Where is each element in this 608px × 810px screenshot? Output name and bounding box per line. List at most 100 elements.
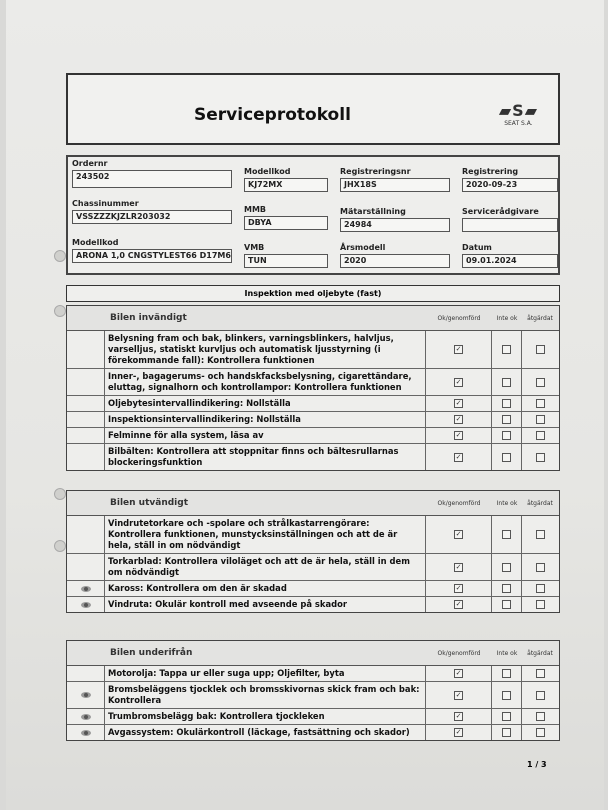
page-number: 1 / 3 <box>527 760 547 769</box>
ok-checkbox[interactable]: ✓ <box>454 562 463 572</box>
icon-cell <box>67 516 105 553</box>
col-ok: Ok/genomförd <box>437 314 481 322</box>
item-text: Bromsbeläggens tjocklek och bromsskivorn… <box>105 682 426 708</box>
col-ok: Ok/genomförd <box>437 499 481 507</box>
vehicle-info: Ordernr 243502 Modellkod KJ72MX Registreri… <box>66 155 560 275</box>
inte_ok-checkbox[interactable] <box>502 690 511 700</box>
icon-cell <box>67 428 105 443</box>
atgardat-cell <box>522 581 558 596</box>
inte_ok-cell <box>492 666 522 681</box>
atgardat-checkbox[interactable] <box>535 600 545 609</box>
punch-hole <box>54 305 66 317</box>
inte_ok-checkbox[interactable] <box>502 600 511 609</box>
label: Chassinummer <box>72 199 139 208</box>
registrering-field: Registrering 2020-09-23 <box>462 167 558 192</box>
inte_ok-cell <box>492 331 522 368</box>
inte_ok-cell <box>492 597 522 612</box>
ok-checkbox[interactable]: ✓ <box>454 399 463 408</box>
ok-checkbox[interactable]: ✓ <box>454 415 463 424</box>
eye-icon <box>80 585 91 592</box>
inte_ok-checkbox[interactable] <box>502 399 511 408</box>
ok-checkbox[interactable]: ✓ <box>454 530 463 539</box>
atgardat-checkbox[interactable] <box>535 377 545 387</box>
atgardat-checkbox[interactable] <box>535 431 545 440</box>
value: TUN <box>244 254 328 268</box>
icon-cell <box>67 554 105 580</box>
serviceradgivare-field: Servicerådgivare <box>462 207 558 232</box>
atgardat-checkbox[interactable] <box>535 452 545 462</box>
col-atgardat: åtgärdat <box>527 314 553 322</box>
icon-cell <box>67 581 105 596</box>
ok-checkbox[interactable]: ✓ <box>454 728 463 737</box>
item-text: Motorolja: Tappa ur eller suga upp; Olje… <box>105 666 426 681</box>
inte_ok-checkbox[interactable] <box>502 377 511 387</box>
ok-checkbox[interactable]: ✓ <box>454 431 463 440</box>
inte_ok-checkbox[interactable] <box>502 452 511 462</box>
item-text: Inner-, bagagerums- och handskfacksbelys… <box>105 369 426 395</box>
item-text: Felminne för alla system, läsa av <box>105 428 426 443</box>
table-row: Trumbromsbelägg bak: Kontrollera tjockle… <box>67 709 559 725</box>
inte_ok-cell <box>492 412 522 427</box>
value: 2020-09-23 <box>462 178 558 192</box>
inte_ok-checkbox[interactable] <box>502 530 511 539</box>
value: DBYA <box>244 216 328 230</box>
atgardat-cell <box>522 396 558 411</box>
atgardat-checkbox[interactable] <box>535 669 545 678</box>
ok-checkbox[interactable]: ✓ <box>454 452 463 462</box>
icon-cell <box>67 444 105 470</box>
atgardat-cell <box>522 444 558 470</box>
ok-checkbox[interactable]: ✓ <box>454 600 463 609</box>
inte_ok-checkbox[interactable] <box>502 712 511 721</box>
atgardat-cell <box>522 428 558 443</box>
ok-cell: ✓ <box>426 444 492 470</box>
table-row: Torkarblad: Kontrollera viloläget och at… <box>67 554 559 581</box>
item-text: Vindruta: Okulär kontroll med avseende p… <box>105 597 426 612</box>
value: 2020 <box>340 254 450 268</box>
item-text: Torkarblad: Kontrollera viloläget och at… <box>105 554 426 580</box>
icon-cell <box>67 725 105 740</box>
table-row: Oljebytesintervallindikering: Nollställa… <box>67 396 559 412</box>
label: Modellkod <box>72 238 119 247</box>
inte_ok-checkbox[interactable] <box>502 345 511 354</box>
icon-cell <box>67 666 105 681</box>
item-text: Belysning fram och bak, blinkers, varnin… <box>105 331 426 368</box>
ok-checkbox[interactable]: ✓ <box>454 377 463 387</box>
inte_ok-checkbox[interactable] <box>502 584 511 593</box>
value: JHX18S <box>340 178 450 192</box>
inte_ok-checkbox[interactable] <box>502 728 511 737</box>
ok-checkbox[interactable]: ✓ <box>454 690 463 700</box>
logo-caption: SEAT S.A. <box>504 120 533 127</box>
label: Registrering <box>462 167 519 176</box>
icon-cell <box>67 597 105 612</box>
inte_ok-checkbox[interactable] <box>502 431 511 440</box>
label: Mätarställning <box>340 207 406 216</box>
ok-checkbox[interactable]: ✓ <box>454 669 463 678</box>
label: Årsmodell <box>340 243 386 252</box>
atgardat-checkbox[interactable] <box>535 584 545 593</box>
atgardat-checkbox[interactable] <box>535 562 545 572</box>
inte_ok-checkbox[interactable] <box>502 562 511 572</box>
label: Datum <box>462 243 492 252</box>
label: MMB <box>244 205 267 214</box>
eye-icon <box>80 713 91 720</box>
section-title: Bilen invändigt <box>110 313 187 323</box>
modellkod-full-field: Modellkod ARONA 1,0 CNGSTYLEST66 D17M6 <box>72 238 232 263</box>
inte_ok-checkbox[interactable] <box>502 669 511 678</box>
item-text: Avgassystem: Okulärkontroll (läckage, fa… <box>105 725 426 740</box>
atgardat-checkbox[interactable] <box>535 345 545 354</box>
ok-checkbox[interactable]: ✓ <box>454 584 463 593</box>
atgardat-checkbox[interactable] <box>535 728 545 737</box>
atgardat-checkbox[interactable] <box>535 712 545 721</box>
atgardat-checkbox[interactable] <box>535 530 545 539</box>
atgardat-cell <box>522 666 558 681</box>
col-atgardat: åtgärdat <box>527 499 553 507</box>
ok-checkbox[interactable]: ✓ <box>454 345 463 354</box>
inte_ok-checkbox[interactable] <box>502 415 511 424</box>
label: Registreringsnr <box>340 167 411 176</box>
ok-cell: ✓ <box>426 725 492 740</box>
atgardat-checkbox[interactable] <box>535 690 545 700</box>
atgardat-checkbox[interactable] <box>535 415 545 424</box>
atgardat-checkbox[interactable] <box>535 399 545 408</box>
ok-cell: ✓ <box>426 396 492 411</box>
ok-checkbox[interactable]: ✓ <box>454 712 463 721</box>
